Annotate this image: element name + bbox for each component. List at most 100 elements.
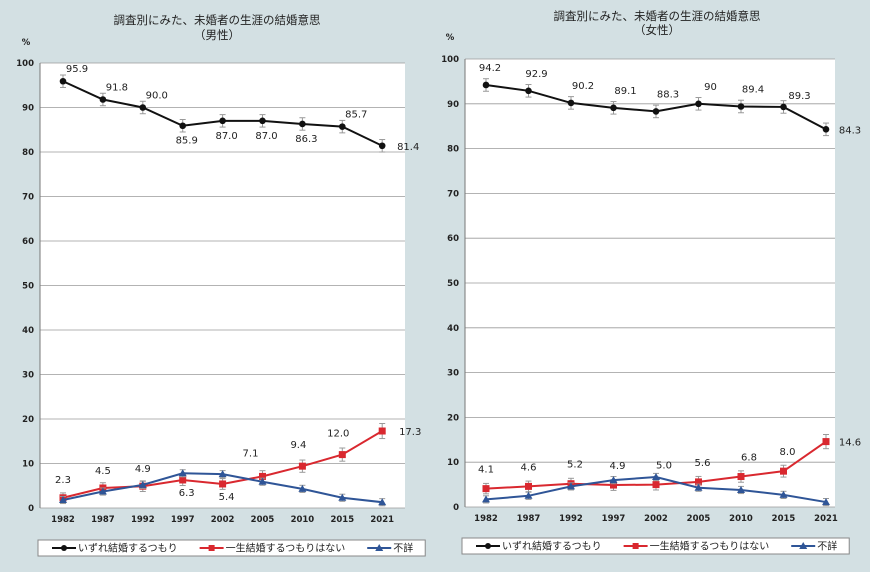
x-tick-label: 1997 xyxy=(171,515,195,525)
data-point xyxy=(339,123,346,130)
data-point xyxy=(338,493,347,501)
data-label: 9.4 xyxy=(290,440,306,451)
data-label: 6.3 xyxy=(179,488,195,499)
data-label: 85.9 xyxy=(176,136,198,147)
data-label: 91.8 xyxy=(106,82,128,93)
data-label: 17.3 xyxy=(399,427,421,438)
x-tick-label: 2005 xyxy=(687,514,711,524)
data-point xyxy=(695,100,702,108)
data-label: 5.4 xyxy=(219,492,235,503)
series-1: 2.3 4.5 4.9 6.3 5.4 7.1 9.4 12.0 17.3 xyxy=(55,422,421,504)
x-tick-label: 2002 xyxy=(211,515,235,525)
x-tick-label: 2002 xyxy=(644,514,668,524)
legend-box xyxy=(37,539,426,557)
data-label: 5.0 xyxy=(656,461,672,472)
data-point xyxy=(652,472,660,480)
x-tick-label: 1982 xyxy=(474,514,498,524)
data-point xyxy=(259,472,266,480)
data-point xyxy=(258,477,267,485)
data-point xyxy=(695,478,702,486)
data-point xyxy=(138,480,147,488)
chart-title: 調査別にみた、未婚者の生涯の結婚意思 xyxy=(114,13,321,27)
data-point xyxy=(652,108,660,115)
legend-marker xyxy=(375,544,384,551)
data-point xyxy=(737,103,745,110)
y-tick-label: 100 xyxy=(16,59,34,69)
data-point xyxy=(525,87,532,95)
data-point xyxy=(822,126,830,133)
chart-subtitle: （男性） xyxy=(194,28,240,42)
data-label: 84.3 xyxy=(839,125,861,136)
x-tick-label: 1982 xyxy=(51,515,75,525)
data-label: 4.9 xyxy=(135,464,151,475)
data-point xyxy=(218,470,227,478)
data-label: 4.9 xyxy=(610,461,626,472)
data-label: 2.3 xyxy=(55,475,71,486)
data-label: 85.7 xyxy=(345,110,367,121)
data-label: 90 xyxy=(704,82,717,93)
data-point xyxy=(822,498,830,506)
data-point xyxy=(780,467,787,475)
data-point xyxy=(179,122,186,130)
y-axis-label: % xyxy=(446,33,455,43)
data-label: 90.2 xyxy=(572,81,594,92)
y-tick-label: 0 xyxy=(453,503,459,513)
data-point xyxy=(139,104,147,111)
chart-subtitle: （女性） xyxy=(634,23,680,37)
data-label: 5.6 xyxy=(695,458,711,469)
data-label: 89.4 xyxy=(742,84,764,95)
data-point xyxy=(482,485,490,493)
data-label: 7.1 xyxy=(243,448,259,459)
x-tick-label: 2010 xyxy=(291,515,315,525)
data-label: 4.1 xyxy=(478,465,494,476)
y-tick-label: 60 xyxy=(447,234,459,244)
data-label: 86.3 xyxy=(295,134,317,145)
y-tick-label: 30 xyxy=(22,371,34,381)
y-tick-label: 80 xyxy=(22,148,34,158)
data-point xyxy=(610,481,617,489)
data-point xyxy=(609,476,618,484)
series-1: 4.1 4.6 5.2 4.9 5.0 5.6 6.8 8.0 14.6 xyxy=(478,433,861,495)
data-point xyxy=(737,473,745,481)
data-label: 88.3 xyxy=(657,89,679,100)
data-label: 87.0 xyxy=(215,131,237,142)
data-point xyxy=(524,491,533,499)
data-label: 4.6 xyxy=(521,462,537,473)
data-point xyxy=(378,427,386,435)
legend-label: 一生結婚するつもりはない xyxy=(226,542,346,555)
series-2 xyxy=(482,472,830,507)
data-label: 87.0 xyxy=(255,131,277,142)
legend-item: 不詳 xyxy=(367,542,413,555)
y-tick-label: 70 xyxy=(447,189,459,199)
x-tick-label: 2015 xyxy=(772,514,796,524)
data-point xyxy=(59,495,67,503)
data-label: 6.8 xyxy=(741,453,757,464)
legend-item: いずれ結婚するつもり xyxy=(52,542,178,555)
x-tick-label: 2005 xyxy=(251,515,275,525)
legend-label: いずれ結婚するつもり xyxy=(78,542,178,555)
y-tick-label: 20 xyxy=(447,413,459,423)
chart-male: 調査別にみた、未婚者の生涯の結婚意思（男性）% 0 10 20 30 40 50 60 70 80… xyxy=(16,13,426,557)
chart-female: 調査別にみた、未婚者の生涯の結婚意思（女性）% 0 10 20 30 40 50 60 70 80… xyxy=(441,9,861,555)
data-point xyxy=(98,487,107,495)
y-tick-label: 60 xyxy=(22,237,34,247)
data-point xyxy=(525,482,532,490)
data-point xyxy=(179,476,187,484)
y-tick-label: 90 xyxy=(22,104,34,114)
series-2 xyxy=(59,469,387,507)
legend-label: 不詳 xyxy=(393,542,413,555)
y-tick-label: 50 xyxy=(22,282,34,292)
data-point xyxy=(482,495,490,503)
data-label: 8.0 xyxy=(780,447,796,458)
data-point xyxy=(567,99,575,107)
legend-label: 一生結婚するつもりはない xyxy=(650,540,770,553)
data-label: 4.5 xyxy=(95,466,111,477)
data-point xyxy=(338,451,346,459)
data-label: 89.1 xyxy=(614,86,636,97)
legend-label: いずれ結婚するつもり xyxy=(502,540,602,553)
y-tick-label: 50 xyxy=(447,279,459,289)
data-point xyxy=(482,81,490,89)
data-point xyxy=(298,484,307,492)
x-tick-label: 2010 xyxy=(729,514,753,524)
legend: いずれ結婚するつもり 一生結婚するつもりはない 不詳 xyxy=(37,539,426,557)
